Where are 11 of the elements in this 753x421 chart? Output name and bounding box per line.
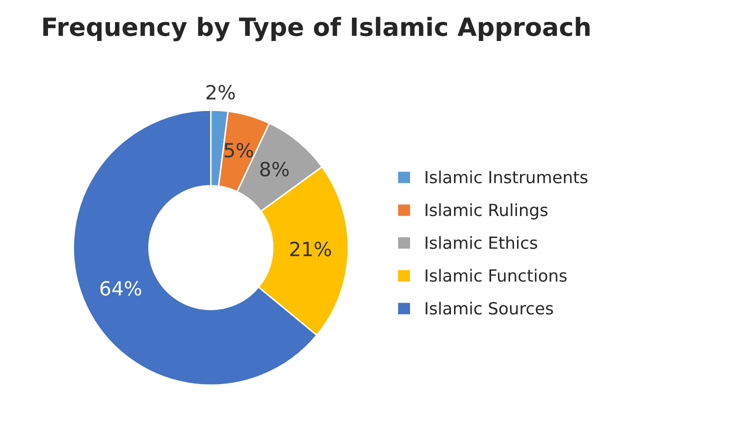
legend-label: Islamic Rulings (426, 203, 548, 220)
data-label: 64% (100, 280, 142, 296)
data-label: 2% (206, 84, 235, 100)
chart-title: Frequency by Type of Islamic Approach (43, 16, 590, 42)
legend-label: Islamic Instruments (426, 170, 588, 184)
legend-label: Islamic Sources (426, 302, 553, 315)
data-label: 8% (260, 162, 289, 176)
legend-label: Islamic Ethics (426, 236, 538, 250)
data-label: 5% (224, 142, 253, 158)
legend-label: Islamic Functions (426, 268, 567, 282)
data-label: 21% (290, 242, 331, 256)
